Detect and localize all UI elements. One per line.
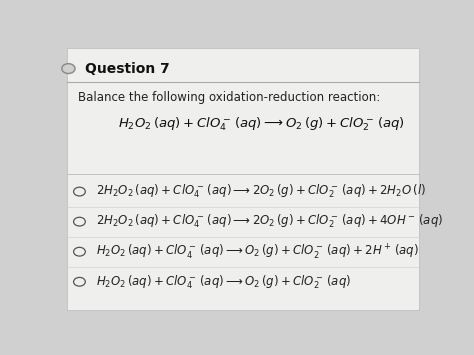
Circle shape — [62, 64, 75, 73]
Text: $2H_2O_2\,(aq) + ClO_4^-\,(aq) \longrightarrow 2O_2\,(g) + ClO_2^-\,(aq) + 4OH^-: $2H_2O_2\,(aq) + ClO_4^-\,(aq) \longrigh… — [96, 213, 443, 230]
Text: Question 7: Question 7 — [85, 61, 170, 76]
Text: $H_2O_2\,(aq) + ClO_4^-\,(aq) \longrightarrow O_2\,(g) + ClO_2^-\,(aq)$: $H_2O_2\,(aq) + ClO_4^-\,(aq) \longright… — [96, 273, 351, 290]
Circle shape — [73, 277, 85, 286]
Circle shape — [73, 187, 85, 196]
Text: Balance the following oxidation-reduction reaction:: Balance the following oxidation-reductio… — [78, 91, 380, 104]
Circle shape — [73, 247, 85, 256]
Text: $H_2O_2\,(aq) + ClO_4^-\,(aq) \longrightarrow O_2\,(g) + ClO_2^-\,(aq)$: $H_2O_2\,(aq) + ClO_4^-\,(aq) \longright… — [118, 116, 405, 133]
Circle shape — [73, 217, 85, 226]
Text: $H_2O_2\,(aq) + ClO_4^-\,(aq) \longrightarrow O_2\,(g) + ClO_2^-\,(aq) + 2H^+\,(: $H_2O_2\,(aq) + ClO_4^-\,(aq) \longright… — [96, 242, 419, 261]
Text: $2H_2O_2\,(aq) + ClO_4^-\,(aq) \longrightarrow 2O_2\,(g) + ClO_2^-\,(aq) + 2H_2O: $2H_2O_2\,(aq) + ClO_4^-\,(aq) \longrigh… — [96, 183, 426, 200]
FancyBboxPatch shape — [66, 48, 419, 311]
